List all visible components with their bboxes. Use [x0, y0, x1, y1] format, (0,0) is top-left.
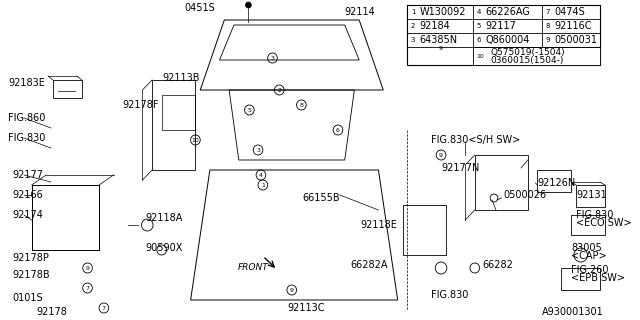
Text: 9: 9 — [439, 153, 443, 157]
Text: 92118A: 92118A — [145, 213, 182, 223]
Text: FIG.830<S/H SW>: FIG.830<S/H SW> — [431, 135, 521, 145]
Text: 92178P: 92178P — [12, 253, 49, 263]
Text: 66226AG: 66226AG — [485, 7, 530, 17]
Text: FIG.830: FIG.830 — [8, 133, 45, 143]
Text: 5: 5 — [476, 23, 481, 29]
Circle shape — [246, 2, 252, 8]
Text: 92178: 92178 — [36, 307, 67, 317]
Bar — [576, 185, 605, 207]
Text: 92183E: 92183E — [8, 78, 45, 88]
Text: 9: 9 — [86, 266, 90, 270]
Text: 9: 9 — [290, 287, 294, 292]
Text: 4: 4 — [259, 172, 263, 178]
Text: 2: 2 — [411, 23, 415, 29]
Text: Q575019(-1504): Q575019(-1504) — [490, 47, 565, 57]
Text: 6: 6 — [336, 127, 340, 132]
Text: 0451S: 0451S — [184, 3, 214, 13]
Text: 3: 3 — [256, 148, 260, 153]
Text: 6: 6 — [476, 37, 481, 43]
Bar — [538, 170, 571, 192]
Bar — [31, 185, 99, 250]
Text: 92166: 92166 — [12, 190, 43, 200]
Text: 92118E: 92118E — [361, 220, 397, 230]
Text: 0500026: 0500026 — [504, 190, 547, 200]
Text: 7: 7 — [102, 306, 106, 310]
Text: 83005: 83005 — [571, 243, 602, 253]
Text: 64385N: 64385N — [420, 35, 458, 45]
Text: 0474S: 0474S — [555, 7, 586, 17]
Text: 0360015(1504-): 0360015(1504-) — [490, 55, 564, 65]
Text: 66155B: 66155B — [302, 193, 340, 203]
Text: 92178F: 92178F — [122, 100, 159, 110]
Bar — [53, 80, 82, 98]
Text: 92131: 92131 — [576, 190, 607, 200]
Text: FRONT: FRONT — [238, 263, 269, 273]
Bar — [407, 5, 600, 65]
Text: FIG.260: FIG.260 — [571, 265, 609, 275]
Text: 7: 7 — [86, 285, 90, 291]
Text: 3: 3 — [271, 55, 275, 60]
Text: 1: 1 — [411, 9, 415, 15]
Text: W130092: W130092 — [420, 7, 467, 17]
Text: 4: 4 — [476, 9, 481, 15]
Bar — [473, 47, 600, 65]
Text: 66282A: 66282A — [351, 260, 388, 270]
Text: <EPB SW>: <EPB SW> — [571, 273, 625, 283]
Text: 92113C: 92113C — [287, 303, 324, 313]
Text: 92177: 92177 — [12, 170, 44, 180]
Text: FIG.830: FIG.830 — [431, 290, 468, 300]
Text: <CAP>: <CAP> — [571, 251, 607, 261]
Text: 92184: 92184 — [420, 21, 451, 31]
Text: 3: 3 — [411, 37, 415, 43]
Text: 2: 2 — [277, 87, 281, 92]
Text: 0101S: 0101S — [12, 293, 43, 303]
Bar — [403, 205, 446, 255]
Text: 0500031: 0500031 — [555, 35, 598, 45]
Text: 66282: 66282 — [483, 260, 513, 270]
Text: Q860004: Q860004 — [485, 35, 530, 45]
Text: 9: 9 — [546, 37, 550, 43]
Text: 92174: 92174 — [12, 210, 44, 220]
Text: 92113B: 92113B — [163, 73, 200, 83]
Text: 90590X: 90590X — [145, 243, 182, 253]
Text: 92177N: 92177N — [441, 163, 479, 173]
Text: 8: 8 — [546, 23, 550, 29]
Text: 7: 7 — [546, 9, 550, 15]
Text: 92116C: 92116C — [555, 21, 592, 31]
Text: FIG.830: FIG.830 — [576, 210, 613, 220]
Text: 10: 10 — [477, 53, 484, 59]
Text: <ECO SW>: <ECO SW> — [576, 218, 632, 228]
Text: 92126N: 92126N — [538, 178, 575, 188]
Bar — [571, 215, 605, 235]
Text: 92114: 92114 — [345, 7, 376, 17]
Text: 92178B: 92178B — [12, 270, 50, 280]
Text: FIG.860: FIG.860 — [8, 113, 45, 123]
Text: 10: 10 — [191, 138, 199, 142]
Text: 9: 9 — [439, 45, 443, 51]
Text: 8: 8 — [300, 102, 303, 108]
Bar — [561, 268, 600, 290]
Text: 92117: 92117 — [485, 21, 516, 31]
Text: 5: 5 — [248, 108, 252, 113]
Text: 1: 1 — [261, 182, 265, 188]
Text: A930001301: A930001301 — [542, 307, 604, 317]
